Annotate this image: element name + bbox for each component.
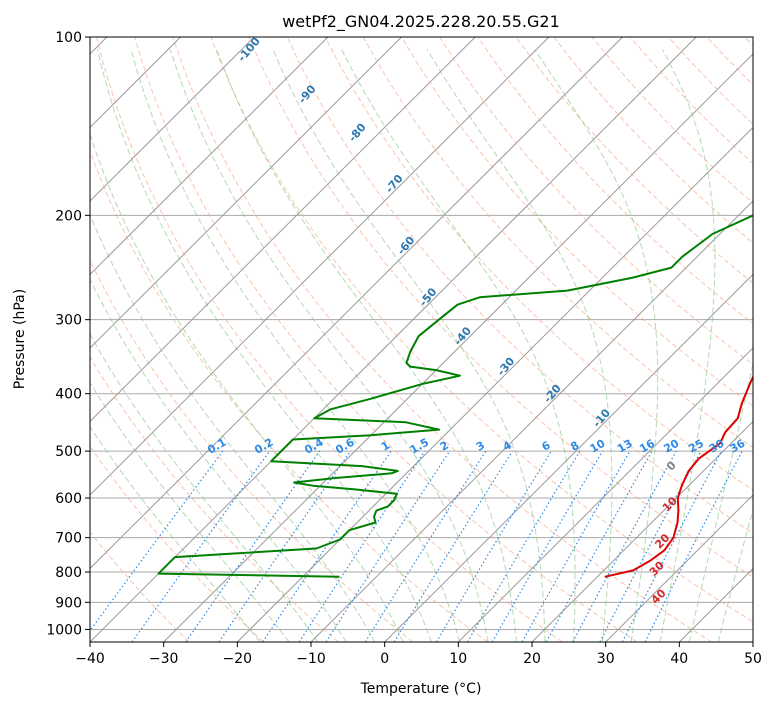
moist-adiabat-line	[169, 49, 489, 642]
y-tick-label: 100	[55, 30, 82, 46]
moist-adiabat-line	[96, 49, 432, 642]
y-tick-label: 1000	[46, 622, 82, 638]
dry-adiabat-line	[90, 531, 190, 642]
y-tick-label: 900	[55, 595, 82, 611]
dry-adiabat-line	[248, 37, 753, 578]
x-tick-label: 10	[449, 651, 467, 667]
y-axis-label: Pressure (hPa)	[12, 289, 28, 389]
dewpoint-profile-line	[157, 214, 753, 578]
y-tick-label: 500	[55, 444, 82, 460]
dry-adiabat-line	[90, 355, 339, 642]
isotherm-line	[90, 37, 550, 496]
moist-adiabat-line	[90, 425, 261, 642]
moist-adiabat-line	[90, 333, 319, 642]
x-tick-label: −40	[75, 651, 105, 667]
mixing-ratio-line	[185, 450, 321, 642]
moist-adiabat-line	[688, 361, 753, 642]
y-tick-label: 600	[55, 491, 82, 507]
x-tick-label: 40	[670, 651, 688, 667]
moist-adiabat-line	[534, 49, 659, 642]
background-lines	[90, 37, 753, 642]
dry-adiabat-line	[96, 37, 563, 642]
moist-adiabat-line	[659, 49, 716, 642]
axis-layer: −40 −30 −20 −10 0 10 20 30 40 50 100 200 300 400 500 60…	[46, 30, 762, 667]
y-tick-label: 300	[55, 313, 82, 329]
mixing-ratio-line	[131, 450, 271, 642]
moist-adiabat-line	[341, 49, 576, 642]
isotherm-line	[90, 37, 476, 423]
series-layer	[157, 214, 753, 578]
x-tick-label: 50	[744, 651, 762, 667]
chart-title: wetPf2_GN04.2025.228.20.55.G21	[282, 12, 560, 32]
x-tick-label: 0	[380, 651, 389, 667]
isotherm-line	[90, 37, 623, 570]
isotherm-line	[457, 347, 753, 642]
moist-adiabat-line	[90, 381, 290, 642]
isotherm-line	[163, 53, 753, 642]
mixing-ratio-line	[545, 450, 653, 642]
y-tick-label: 800	[55, 565, 82, 581]
mixing-ratio-line	[644, 450, 743, 642]
x-axis-label: Temperature (°C)	[360, 681, 482, 697]
mixing-ratio-line	[521, 450, 631, 642]
isotherm-line	[605, 494, 753, 642]
dry-adiabat-line	[439, 37, 753, 366]
isotherm-line	[90, 37, 255, 202]
dry-adiabat-line	[134, 37, 638, 642]
mixing-ratio-line	[325, 450, 451, 642]
x-tick-label: 30	[597, 651, 615, 667]
moist-adiabat-line	[90, 213, 376, 642]
x-tick-label: −20	[223, 651, 253, 667]
dry-adiabat-line	[324, 37, 753, 491]
isotherm-line	[90, 37, 402, 349]
mixing-ratio-line	[393, 450, 513, 642]
temperature-profile-line	[604, 375, 753, 578]
mixing-ratio-line	[572, 450, 677, 642]
moist-adiabat-line	[426, 49, 613, 642]
dry-adiabat-line	[90, 149, 488, 642]
moist-adiabat-line	[272, 49, 546, 642]
moist-adiabat-line	[90, 132, 404, 642]
dry-adiabat-line	[515, 37, 753, 284]
moist-adiabat-line	[216, 49, 517, 642]
moist-adiabat-line	[90, 278, 347, 642]
isotherm-line	[90, 37, 329, 276]
x-tick-label: 20	[523, 651, 541, 667]
isotherm-line	[384, 273, 753, 642]
y-tick-label: 200	[55, 208, 82, 224]
mixing-ratio-line	[262, 450, 392, 642]
plot-frame	[89, 36, 754, 643]
isotherm-line	[531, 420, 753, 642]
dry-adiabat-line	[172, 37, 712, 642]
y-tick-label: 400	[55, 387, 82, 403]
x-tick-label: −10	[296, 651, 326, 667]
dry-adiabat-line	[90, 259, 414, 642]
dry-adiabat-line	[401, 37, 753, 407]
dry-adiabat-line	[210, 37, 753, 623]
mixing-ratio-line	[364, 450, 487, 642]
y-tick-label: 700	[55, 531, 82, 547]
mixing-ratio-line	[218, 450, 351, 642]
mixing-ratio-line	[90, 450, 224, 632]
x-tick-label: −30	[149, 651, 179, 667]
dry-adiabat-line	[90, 445, 264, 642]
isotherm-line	[90, 37, 697, 642]
